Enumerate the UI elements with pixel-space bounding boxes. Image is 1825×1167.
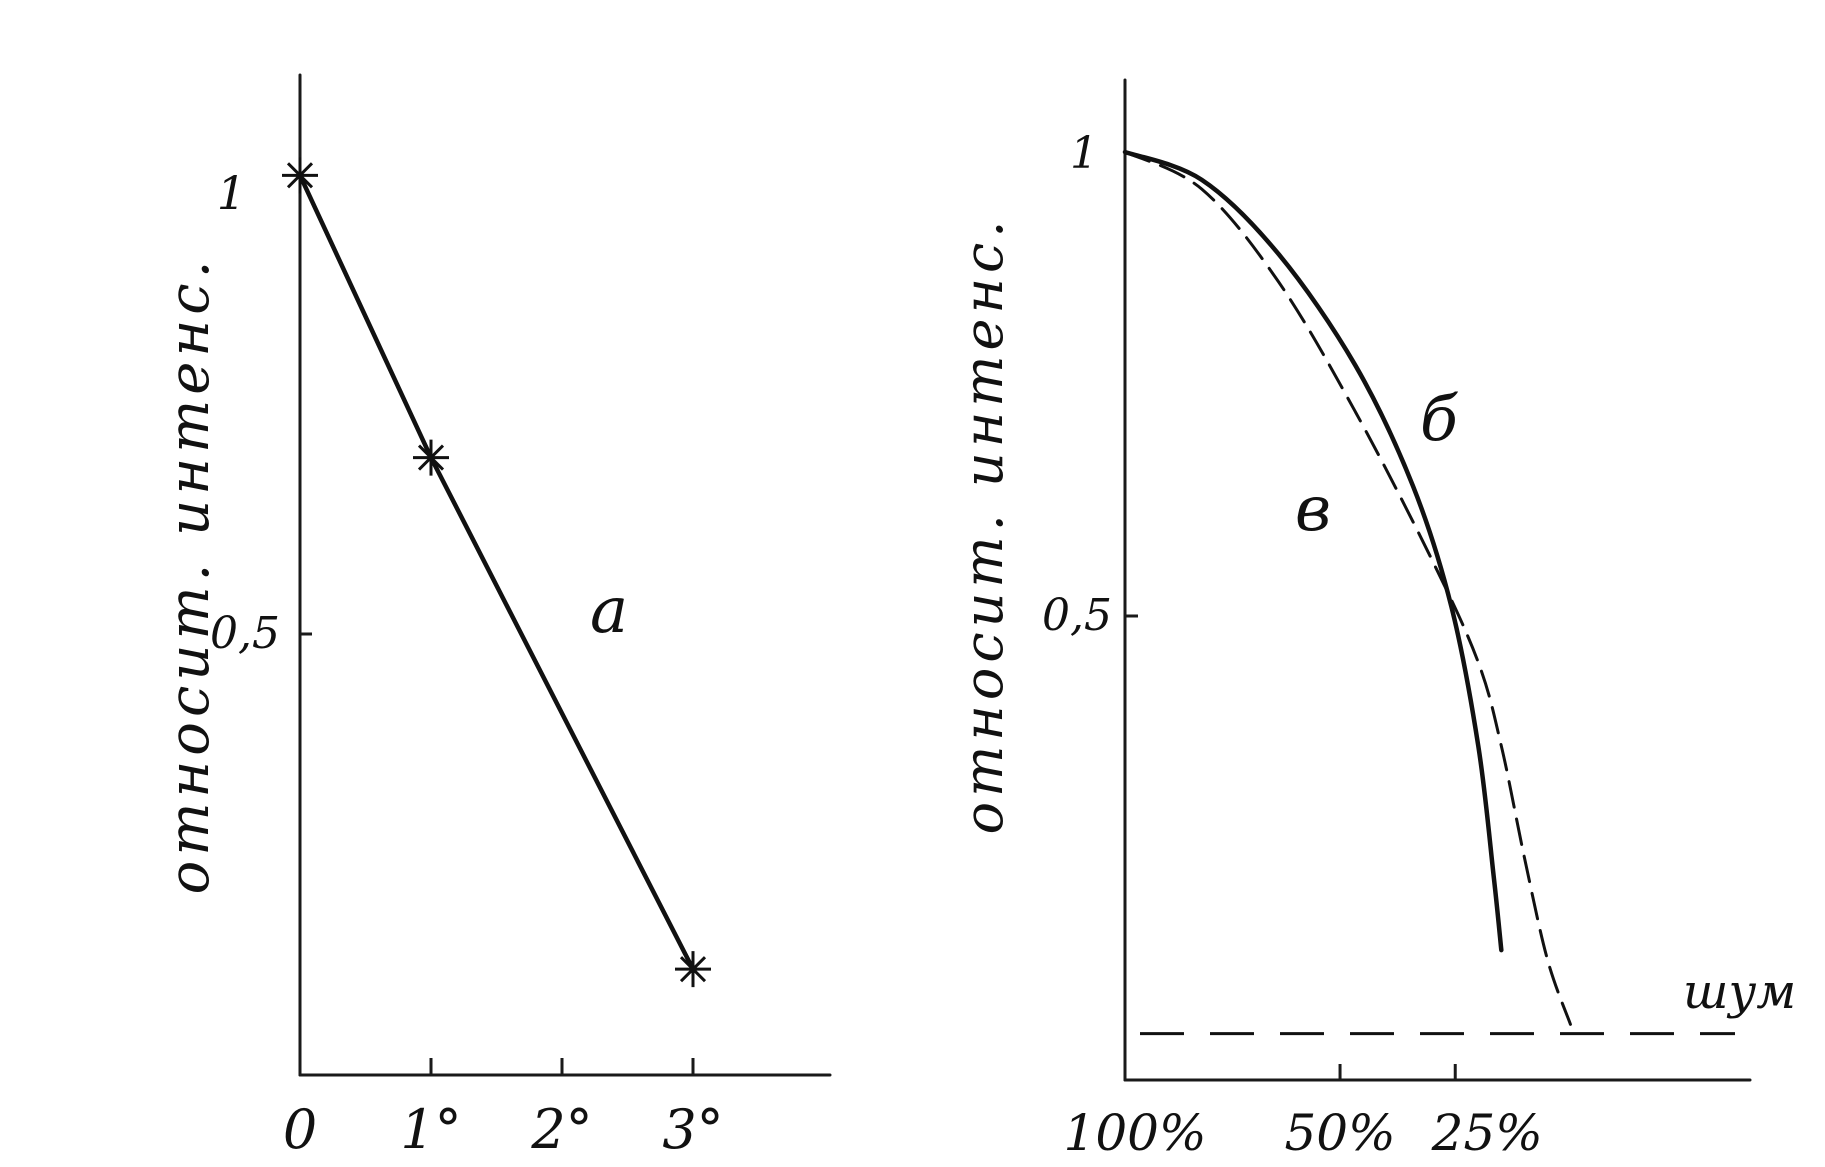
- chart-right: 100% 50% 25% 1 0,5 относит. интенс. шум …: [952, 78, 1796, 1162]
- right-y-tick-label-1: 1: [1070, 128, 1098, 179]
- left-x-tick-label-1: 1°: [400, 1098, 461, 1161]
- series-b-label: б: [1420, 382, 1459, 455]
- series-b-line: [1122, 149, 1504, 953]
- left-x-tick-label-0: 0: [283, 1098, 317, 1161]
- series-a-point-0: [282, 157, 318, 194]
- left-y-axis-label: относит. интенс.: [157, 256, 222, 895]
- series-v-label: в: [1295, 472, 1331, 545]
- series-a-label: а: [590, 574, 628, 648]
- left-y-tick-label-1: 1: [217, 166, 246, 220]
- series-a-point-1: [413, 439, 449, 476]
- right-x-tick-label-25: 25%: [1431, 1104, 1543, 1162]
- chart-left: 0 1° 2° 3° 1 0,5 относит. интенс. а: [157, 73, 832, 1161]
- series-a-point-2: [675, 951, 711, 988]
- right-y-axis-label: относит. интенс.: [952, 216, 1015, 835]
- left-x-tick-label-2: 2°: [530, 1098, 592, 1161]
- left-y-tick-label-0-5: 0,5: [210, 608, 280, 659]
- noise-label: шум: [1683, 964, 1796, 1020]
- right-x-tick-label-50: 50%: [1284, 1104, 1395, 1162]
- left-x-tick-label-3: 3°: [662, 1098, 723, 1161]
- right-y-tick-label-0-5: 0,5: [1042, 590, 1112, 641]
- right-x-tick-label-100: 100%: [1064, 1104, 1207, 1162]
- series-a-line: [297, 173, 696, 972]
- series-v-line: [1123, 150, 1572, 1026]
